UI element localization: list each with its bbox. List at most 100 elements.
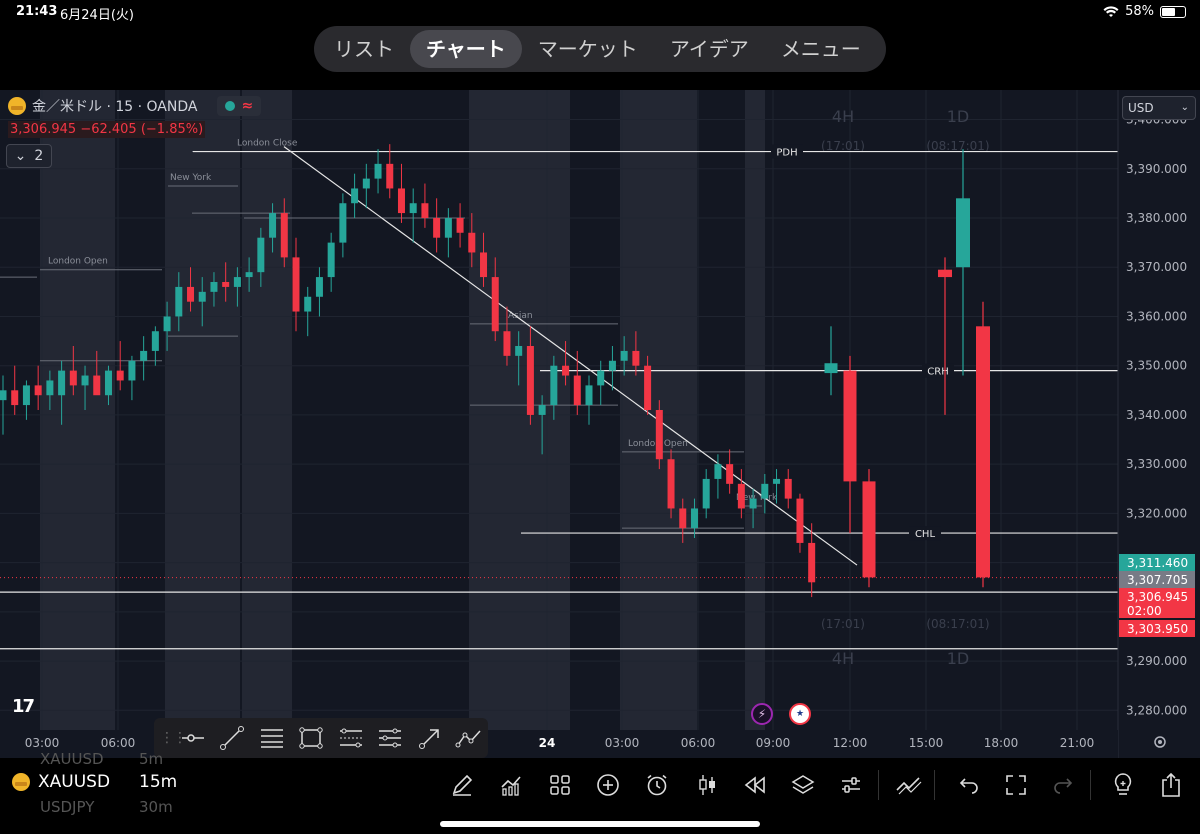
candle-body	[187, 286, 195, 302]
candle-body	[11, 390, 19, 406]
candle-body	[128, 360, 136, 381]
symbol-header[interactable]: 金／米ドル · 15 · OANDA ≈	[8, 96, 262, 116]
watchlist-next-symbol[interactable]: USDJPY	[40, 798, 95, 816]
layouts-button[interactable]	[543, 768, 577, 802]
session-band	[469, 90, 570, 730]
timeframe-label-top: 1D	[947, 107, 970, 126]
candle-body	[515, 346, 523, 356]
main-tabs: リスト チャート マーケット アイデア メニュー	[314, 26, 886, 72]
candle-body	[69, 370, 77, 386]
us-flag-event-icon[interactable]: ★	[789, 703, 811, 725]
parallel-channel-tool[interactable]	[332, 720, 370, 756]
market-status-pill[interactable]: ≈	[217, 96, 262, 116]
rectangle-tool[interactable]	[293, 720, 331, 756]
fib-retracement-icon	[260, 729, 283, 748]
candle-body	[421, 203, 429, 218]
symbol-title[interactable]: 金／米ドル · 15 · OANDA	[32, 99, 198, 115]
indicators-button[interactable]	[494, 768, 528, 802]
price-label: 3,307.705	[1127, 573, 1188, 587]
candle-body	[538, 405, 546, 415]
candle-body	[210, 282, 218, 292]
tab-chart[interactable]: チャート	[410, 30, 522, 68]
candle-body	[620, 350, 628, 361]
watchlist-prev-symbol[interactable]: XAUUSD	[40, 750, 104, 768]
axis-settings-icon-center	[1158, 740, 1162, 744]
y-tick-label: 3,370.000	[1126, 260, 1187, 274]
ideas-button[interactable]	[1106, 768, 1140, 802]
tab-ideas[interactable]: アイデア	[669, 37, 749, 61]
currency-select[interactable]: USD ⌄	[1122, 96, 1196, 120]
level-label-crh: CRH	[927, 367, 948, 378]
indicators-toggle-button[interactable]: ⌄ 2	[6, 144, 52, 168]
x-tick-label: 12:00	[833, 736, 868, 750]
timeframe-label-top: 4H	[832, 107, 854, 126]
x-tick-label: 15:00	[909, 736, 944, 750]
status-time: 21:43	[16, 4, 58, 19]
fullscreen-icon	[1006, 775, 1026, 795]
price-label: 3,303.950	[1127, 622, 1188, 636]
candle-body	[34, 385, 42, 396]
candle-body	[292, 257, 300, 312]
fullscreen-button[interactable]	[999, 768, 1033, 802]
fib-retracement-tool[interactable]	[253, 720, 291, 756]
htf-candle-body	[824, 363, 838, 374]
draw-mode-button[interactable]	[892, 768, 926, 802]
arrow-tool[interactable]	[411, 720, 449, 756]
trend-line-tool[interactable]	[214, 720, 252, 756]
axis-settings-icon	[1154, 736, 1166, 748]
chart-type-button[interactable]	[690, 768, 724, 802]
long-position-tool[interactable]	[372, 720, 410, 756]
candle-body	[749, 498, 757, 509]
settings-button[interactable]	[834, 768, 868, 802]
x-tick-label: 21:00	[1060, 736, 1095, 750]
tab-list[interactable]: リスト	[334, 37, 394, 61]
horizontal-ray-tool[interactable]	[174, 720, 212, 756]
parallel-channel-icon	[339, 728, 362, 748]
interval-selector[interactable]: 15m	[139, 772, 178, 792]
tab-market[interactable]: マーケット	[537, 37, 638, 61]
y-tick-label: 3,330.000	[1126, 457, 1187, 471]
candle-body	[339, 203, 347, 243]
object-tree-button[interactable]	[786, 768, 820, 802]
price-label: 3,306.945	[1127, 590, 1188, 604]
level-label-pdh: PDH	[776, 148, 797, 159]
market-open-icon	[225, 101, 236, 111]
drawing-toolbar: ⋮⋮	[154, 718, 488, 758]
symbol-selector[interactable]: XAUUSD	[12, 772, 110, 792]
candle-body	[315, 277, 323, 297]
candle-body	[597, 370, 605, 386]
flash-event-icon[interactable]: ⚡	[751, 703, 773, 725]
chart-area[interactable]: 4H (17:01) (17:01) 4H 1D (08:17:01) (08:17:01)…	[0, 90, 1200, 758]
candle-body	[667, 459, 675, 509]
alert-button[interactable]	[640, 768, 674, 802]
timeframe-label-bottom: 1D	[947, 649, 970, 668]
horizontal-ray-icon	[181, 734, 204, 742]
path-tool[interactable]	[451, 720, 489, 756]
trend-line-icon	[220, 726, 245, 750]
replay-button[interactable]	[738, 768, 772, 802]
timeframe-time-top: (08:17:01)	[926, 139, 989, 153]
candle-body	[22, 385, 30, 406]
candle-body	[761, 483, 769, 499]
add-button[interactable]	[591, 768, 625, 802]
share-button[interactable]	[1154, 768, 1188, 802]
drag-handle-icon[interactable]: ⋮⋮	[160, 730, 187, 746]
candle-body	[632, 350, 640, 366]
session-band	[165, 90, 240, 730]
candle-body	[233, 277, 241, 287]
y-tick-label: 3,320.000	[1126, 506, 1187, 520]
rectangle-icon	[299, 727, 323, 749]
drawing-tools-button[interactable]	[445, 768, 479, 802]
redo-button[interactable]	[1048, 768, 1082, 802]
undo-button[interactable]	[950, 768, 984, 802]
chevron-down-icon: ⌄	[1180, 102, 1189, 113]
price-axis-bg	[1118, 90, 1200, 758]
tab-menu[interactable]: メニュー	[780, 37, 861, 61]
y-tick-label: 3,390.000	[1126, 162, 1187, 176]
session-label: New York	[736, 493, 778, 503]
price-chart[interactable]: 4H (17:01) (17:01) 4H 1D (08:17:01) (08:17:01)…	[0, 90, 1200, 758]
candle-body	[585, 385, 593, 406]
home-indicator[interactable]	[440, 821, 760, 827]
interval-prev[interactable]: 5m	[139, 750, 164, 768]
interval-next[interactable]: 30m	[139, 798, 173, 816]
